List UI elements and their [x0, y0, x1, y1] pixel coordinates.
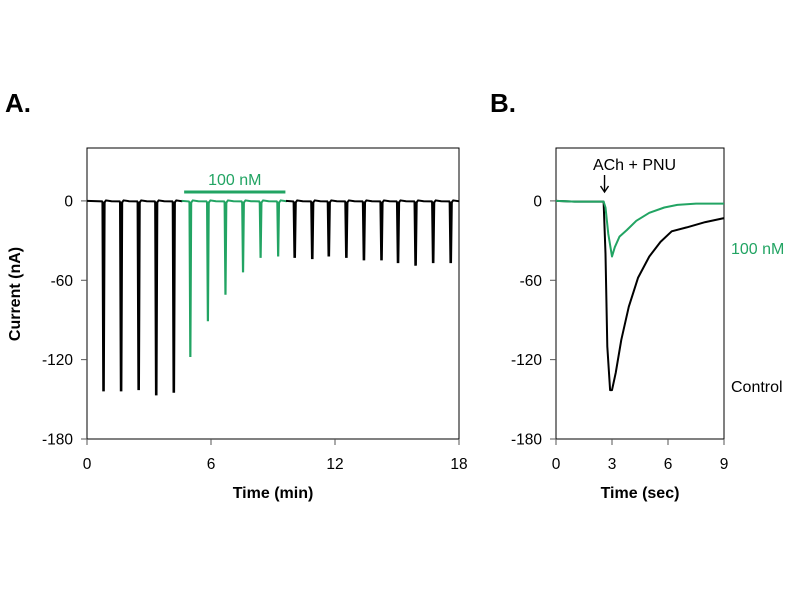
panel-b-traces	[555, 199, 725, 392]
current-spike	[379, 201, 384, 261]
panel-a-x-tick-label: 0	[83, 456, 92, 473]
current-spike	[395, 201, 401, 264]
panel-a-frame	[86, 147, 460, 440]
current-spike	[241, 201, 245, 273]
current-spike	[276, 201, 281, 257]
current-spike	[292, 201, 297, 258]
current-spike	[258, 201, 263, 258]
treatment-label: 100 nM	[208, 172, 261, 189]
trace-100-nm	[555, 199, 724, 258]
panel-a: A. 0 -60 -120 -180 0 6 12 18 Current (nA) Time…	[5, 88, 468, 502]
panel-b: B. 0 -60 -120 -180 0 3 6 9 Time (sec) ACh + PN…	[490, 88, 784, 502]
panel-b-x-axis: 0 3 6 9	[552, 439, 729, 473]
application-arrow-icon	[599, 175, 610, 194]
panel-a-x-axis-title: Time (min)	[233, 485, 314, 502]
panel-a-y-tick-label: -60	[51, 273, 74, 290]
current-spike	[344, 201, 349, 258]
panel-a-y-tick-label: -180	[42, 432, 73, 449]
panel-b-y-tick-label: -60	[520, 273, 543, 290]
panel-a-y-axis: 0 -60 -120 -180	[42, 193, 87, 449]
panel-b-y-tick-label: 0	[533, 193, 542, 210]
panel-b-x-tick-label: 6	[664, 456, 673, 473]
panel-b-frame	[555, 147, 725, 440]
series-label-100nm: 100 nM	[731, 241, 784, 258]
trace-control	[555, 199, 725, 392]
current-spike	[154, 201, 159, 396]
panel-b-label: B.	[490, 88, 516, 118]
current-spike	[171, 201, 176, 393]
panel-a-y-axis-title: Current (nA)	[7, 247, 24, 341]
current-spike	[431, 201, 436, 264]
panel-b-y-axis: 0 -60 -120 -180	[511, 193, 556, 449]
panel-a-x-tick-label: 6	[207, 456, 216, 473]
current-spike	[206, 201, 210, 322]
panel-b-x-tick-label: 0	[552, 456, 561, 473]
panel-a-baseline-100-nm	[181, 199, 288, 204]
current-spike	[413, 201, 418, 266]
current-spike	[361, 201, 367, 261]
panel-a-x-tick-label: 18	[450, 456, 467, 473]
panel-b-x-tick-label: 3	[608, 456, 617, 473]
current-spike	[136, 201, 141, 391]
panel-b-x-tick-label: 9	[720, 456, 729, 473]
panel-a-label: A.	[5, 88, 31, 118]
ach-pnu-annotation: ACh + PNU	[593, 157, 676, 174]
current-spike	[188, 201, 193, 358]
panel-a-baseline-control-pre-	[86, 199, 183, 204]
panel-a-x-axis: 0 6 12 18	[83, 439, 468, 473]
arrow-head	[599, 185, 610, 194]
panel-a-y-tick-label: 0	[64, 193, 73, 210]
series-label-control: Control	[731, 379, 783, 396]
current-spike	[223, 201, 228, 295]
panel-a-y-tick-label: -120	[42, 352, 73, 369]
current-spike	[326, 201, 331, 257]
current-spike	[119, 201, 124, 392]
panel-b-y-tick-label: -120	[511, 352, 542, 369]
panel-b-y-tick-label: -180	[511, 432, 542, 449]
current-spike	[101, 201, 106, 392]
panel-a-traces	[86, 199, 460, 396]
current-spike	[448, 201, 453, 264]
panel-a-x-tick-label: 12	[326, 456, 343, 473]
panel-b-x-axis-title: Time (sec)	[601, 485, 680, 502]
current-spike	[310, 201, 315, 260]
